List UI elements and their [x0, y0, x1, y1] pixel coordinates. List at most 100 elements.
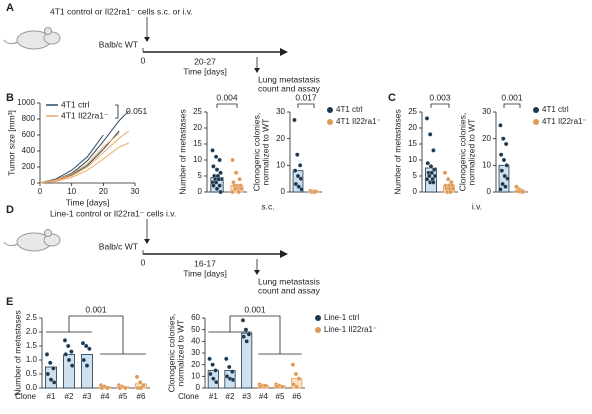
data-point	[514, 184, 519, 189]
y-tick-label: 60	[191, 313, 200, 322]
bracket	[503, 103, 521, 108]
data-point	[236, 189, 242, 195]
data-point	[69, 363, 75, 368]
data-point	[520, 189, 526, 195]
y-tick-label: 600	[22, 130, 36, 139]
y-axis-label: Clonogenic colonies,	[251, 113, 261, 191]
x-tick-label: #2	[65, 392, 74, 401]
schematic-start: 0	[141, 55, 146, 65]
y-tick-label: 0	[198, 187, 203, 196]
x-axis-label: Clone	[15, 392, 36, 401]
data-point	[227, 364, 232, 370]
data-point	[214, 379, 219, 385]
data-point	[239, 186, 244, 192]
data-point	[214, 167, 220, 172]
panel-label: A	[6, 2, 14, 14]
y-axis-label: Clonogenic colonies,	[457, 113, 467, 191]
p-value: 0.051	[126, 106, 148, 116]
y-tick-label: 200	[22, 162, 36, 171]
p-value: 0.004	[216, 92, 238, 102]
data-point	[48, 377, 54, 382]
y-tick-label: 2.0	[26, 327, 38, 336]
y-tick-label: 0.5	[26, 369, 38, 378]
data-point	[279, 384, 285, 390]
schematic-host: Balb/c WT	[99, 39, 138, 49]
y-tick-label: 20	[191, 360, 200, 369]
y-tick-label: 20	[276, 134, 285, 143]
y-tick-label: 0.0	[26, 383, 38, 392]
y-tick-label: 0	[413, 187, 418, 196]
data-point	[246, 332, 252, 337]
y-tick-label: 0	[31, 178, 36, 187]
data-point	[214, 186, 220, 192]
schematic-time-label: Time [days]	[183, 268, 227, 278]
y-axis-label: Number of metastases	[12, 310, 22, 396]
data-point	[432, 173, 438, 179]
data-point	[498, 152, 504, 157]
timeline-head	[280, 250, 288, 258]
data-point	[429, 170, 435, 176]
data-point	[211, 164, 216, 169]
x-tick-label: 30	[131, 187, 140, 196]
y-tick-label: 1.0	[26, 355, 38, 364]
panel-label: B	[6, 92, 14, 104]
data-point	[229, 369, 235, 374]
y-tick-label: 10	[408, 155, 417, 164]
bracket	[68, 315, 124, 354]
legend-swatch	[315, 327, 321, 333]
y-axis-label: normalized to WT	[466, 119, 476, 186]
data-point	[207, 356, 212, 362]
y-tick-label: 20	[482, 134, 491, 143]
y-tick-label: 5	[413, 171, 418, 180]
data-point	[295, 152, 300, 157]
data-point	[241, 334, 246, 339]
data-point	[62, 338, 68, 343]
x-axis-label: Clone	[178, 392, 199, 401]
arrow-head	[144, 239, 150, 244]
data-point	[240, 318, 246, 323]
y-tick-label: 0	[281, 187, 286, 196]
data-point	[503, 141, 509, 147]
data-point	[218, 170, 223, 176]
legend-label: 4T1 Il22ra1⁻	[542, 117, 587, 126]
growth-line	[39, 130, 130, 184]
mouse-tail	[3, 39, 19, 45]
data-point	[224, 356, 229, 362]
data-point	[431, 180, 436, 185]
y-tick-label: 50	[191, 325, 200, 334]
data-point	[450, 186, 456, 192]
data-point	[290, 362, 296, 367]
y-tick-label: 1000	[17, 98, 35, 107]
schematic-endpoint: Lung metastasis	[258, 74, 320, 84]
p-value: 0.001	[85, 304, 107, 314]
data-point	[499, 168, 505, 173]
data-point	[292, 117, 297, 123]
growth-line	[39, 133, 120, 184]
x-tick-label: #6	[137, 392, 146, 401]
bracket	[297, 103, 315, 108]
data-point	[500, 181, 505, 187]
data-point	[69, 349, 74, 354]
data-point	[232, 186, 238, 192]
y-tick-label: 20	[193, 123, 202, 132]
data-point	[65, 343, 71, 349]
legend-label: 4T1 ctrl	[542, 105, 569, 114]
schematic-start: 0	[141, 257, 146, 267]
x-tick-label: 0	[38, 187, 43, 196]
schematic-endpoint: count and assay	[258, 285, 321, 295]
y-axis-label: Number of metastases	[392, 109, 402, 195]
arrow-head	[144, 37, 150, 42]
y-tick-label: 15	[193, 139, 202, 148]
bracket	[216, 103, 238, 108]
y-tick-label: 20	[408, 123, 417, 132]
x-tick-label: 20	[99, 187, 108, 196]
mouse-ear	[44, 27, 52, 35]
y-tick-label: 10	[191, 371, 200, 380]
p-value: 0.001	[244, 304, 266, 314]
panel-label: D	[6, 204, 14, 216]
data-point	[233, 170, 239, 176]
data-point	[80, 340, 86, 346]
data-point	[217, 157, 222, 163]
bracket	[115, 104, 119, 119]
